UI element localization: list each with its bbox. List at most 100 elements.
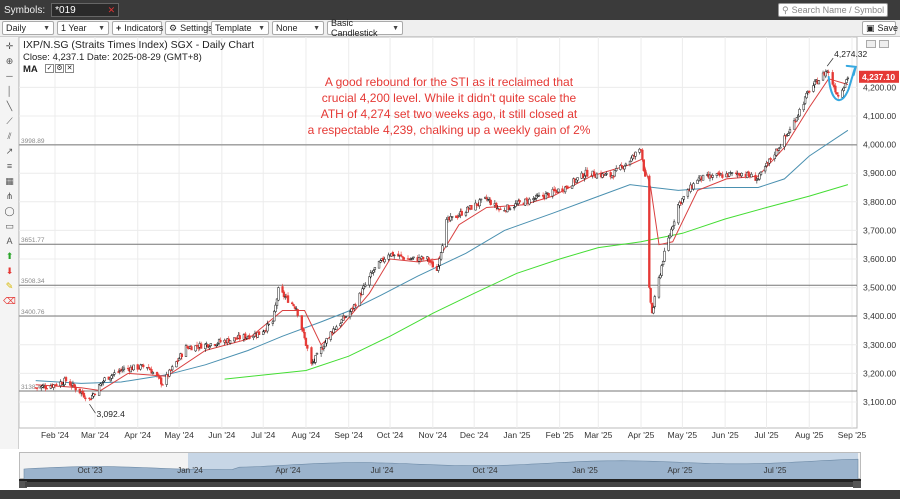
candle xyxy=(653,294,656,309)
pencil-icon[interactable]: ✎ xyxy=(5,280,14,291)
candle xyxy=(314,355,317,365)
y-tick-label: 3,100.00 xyxy=(863,397,896,407)
candle xyxy=(267,323,270,326)
candle xyxy=(514,200,517,208)
maximize-icon[interactable] xyxy=(879,40,889,48)
gear-icon: ⚙ xyxy=(169,22,178,33)
candle xyxy=(711,173,714,181)
restore-icon[interactable] xyxy=(866,40,876,48)
x-tick-label: Sep '24 xyxy=(334,430,363,440)
x-tick-label: Jan '25 xyxy=(503,430,530,440)
candle xyxy=(628,160,632,167)
gear-icon[interactable]: ⚙ xyxy=(55,64,64,73)
candle xyxy=(169,369,172,372)
chart-style-select[interactable]: Basic Candlestick ▼ xyxy=(327,18,403,38)
period-select[interactable]: Daily ▼ xyxy=(2,21,54,35)
horizontal-line-icon[interactable]: ─ xyxy=(6,71,13,81)
symbol-tab[interactable]: *019 ✕ xyxy=(51,3,120,17)
close-icon[interactable]: ✕ xyxy=(107,4,116,15)
gann-icon[interactable]: ▦ xyxy=(5,175,14,186)
candle xyxy=(184,343,188,357)
search-icon: ⚲ xyxy=(782,4,789,15)
candle xyxy=(735,170,738,177)
x-tick-label: Apr '25 xyxy=(628,430,655,440)
overlay-select[interactable]: None ▼ xyxy=(272,21,324,35)
candle xyxy=(275,297,279,309)
last-price-tag xyxy=(859,70,899,83)
candle xyxy=(715,173,719,179)
save-button[interactable]: ▣ Save xyxy=(862,21,898,35)
price-chart[interactable]: 3,100.00 3,200.00 3,300.00 3,400.00 3,500.00… xyxy=(19,37,900,449)
candle xyxy=(696,179,699,184)
candle xyxy=(155,371,159,378)
fibonacci-icon[interactable]: ≡ xyxy=(6,161,13,171)
range-select[interactable]: 1 Year ▼ xyxy=(57,21,109,35)
navigator-chart[interactable]: Oct '23 Jan '24 Apr '24 Jul '24 Oct '24 Jan '… xyxy=(20,453,862,481)
up-arrow-icon[interactable]: ⬆ xyxy=(5,250,14,261)
close-readout: Close: 4,237.1 Date: 2025-08-29 (GMT+8) xyxy=(23,52,202,63)
scroll-right-arrow[interactable] xyxy=(853,481,861,488)
candle xyxy=(410,257,414,261)
plus-icon: + xyxy=(116,23,122,33)
zoom-icon[interactable]: ⊕ xyxy=(5,55,14,66)
candle xyxy=(566,185,570,190)
candle xyxy=(63,376,66,387)
candle xyxy=(842,86,845,92)
candle xyxy=(613,170,616,177)
candle xyxy=(81,389,84,396)
candle xyxy=(117,368,120,374)
candle xyxy=(845,79,848,84)
candle xyxy=(379,259,382,264)
chart-panel[interactable]: 3,100.00 3,200.00 3,300.00 3,400.00 3,500.00… xyxy=(19,37,900,449)
candle xyxy=(620,162,623,167)
candle xyxy=(281,283,284,294)
vertical-line-icon[interactable]: │ xyxy=(6,86,13,96)
candle xyxy=(805,91,808,99)
template-select[interactable]: Template ▼ xyxy=(211,21,269,35)
settings-button[interactable]: ⚙ Settings xyxy=(165,21,213,35)
candle xyxy=(377,260,381,269)
candle xyxy=(824,69,827,79)
candle xyxy=(286,292,290,303)
candle xyxy=(97,384,101,396)
y-tick-label: 3,900.00 xyxy=(863,168,896,178)
scroll-thumb[interactable] xyxy=(25,482,859,487)
channel-icon[interactable]: ⫽ xyxy=(7,130,12,141)
rectangle-icon[interactable]: ▭ xyxy=(5,220,14,231)
symbols-bar: Symbols: *019 ✕ ⚲ Search Name / Symbol xyxy=(0,0,900,20)
candle xyxy=(644,167,647,178)
candle xyxy=(344,316,348,318)
candle xyxy=(296,309,299,318)
scroll-left-arrow[interactable] xyxy=(19,481,27,488)
close-icon[interactable]: ✕ xyxy=(65,64,74,73)
timeline-navigator[interactable]: Oct '23 Jan '24 Apr '24 Jul '24 Oct '24 Jan '… xyxy=(19,452,862,481)
circle-icon[interactable]: ◯ xyxy=(4,205,15,216)
crosshair-icon[interactable]: ✛ xyxy=(5,40,14,51)
indicators-button[interactable]: + Indicators xyxy=(112,21,163,35)
candle xyxy=(109,377,112,382)
candle xyxy=(581,173,585,179)
ray-icon[interactable]: ⟋ xyxy=(6,115,13,126)
text-icon[interactable]: A xyxy=(6,236,13,246)
candle xyxy=(393,254,396,259)
pitchfork-icon[interactable]: ⋔ xyxy=(5,190,14,201)
symbol-search-input[interactable]: ⚲ Search Name / Symbol xyxy=(778,3,888,17)
candle xyxy=(151,371,155,375)
candle xyxy=(592,169,596,177)
trendline-icon[interactable]: ╲ xyxy=(6,100,13,111)
candle xyxy=(91,392,94,400)
candle xyxy=(794,118,797,124)
arrow-line-icon[interactable]: ↗ xyxy=(5,145,14,156)
checkbox-icon[interactable]: ✓ xyxy=(45,64,54,73)
candle xyxy=(827,69,830,76)
candle xyxy=(362,282,366,291)
eraser-icon[interactable]: ⌫ xyxy=(3,295,16,306)
candle xyxy=(441,243,444,253)
candle xyxy=(353,303,356,311)
down-arrow-icon[interactable]: ⬇ xyxy=(5,265,14,276)
candle xyxy=(659,273,662,280)
candle xyxy=(190,344,193,351)
x-tick-label: May '25 xyxy=(668,430,698,440)
candle xyxy=(266,320,269,334)
navigator-scrollbar[interactable] xyxy=(19,479,861,488)
